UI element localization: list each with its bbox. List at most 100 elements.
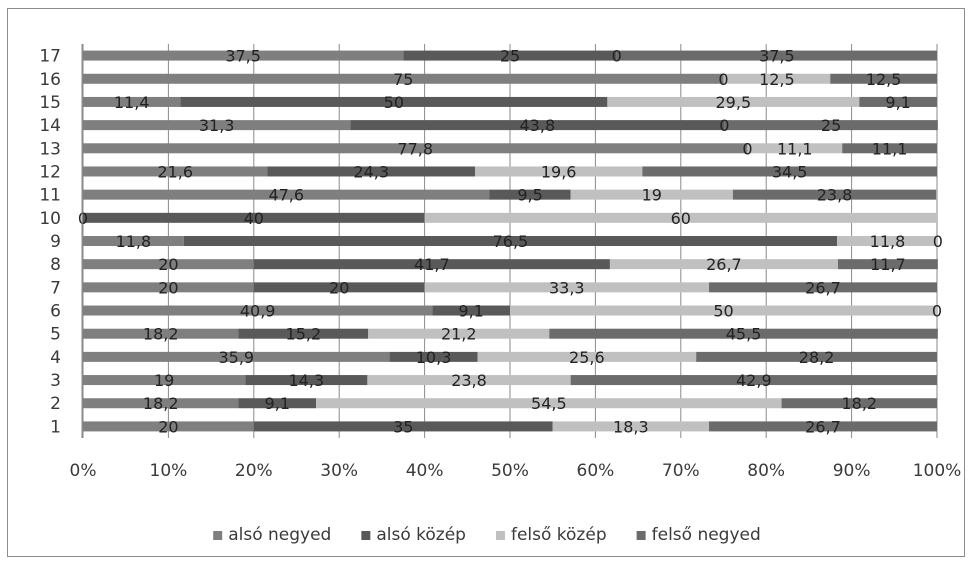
x-tick-label: 40%	[406, 461, 444, 481]
stacked-bar-chart: 20 35 18,3 26,718,2 9,1 54,5 18,219 14,3 23,8 42,…	[39, 44, 962, 545]
data-label: 0	[933, 232, 943, 251]
data-label: 23,8	[451, 371, 487, 390]
data-label: 11,8	[870, 232, 906, 251]
data-label: 0	[612, 47, 622, 66]
data-label: 20	[158, 417, 178, 436]
data-label: 18,2	[143, 325, 179, 344]
y-tick-label: 11	[39, 186, 61, 206]
bar-segment	[830, 73, 937, 84]
bar-segment	[83, 259, 254, 270]
data-label: 0	[719, 116, 729, 135]
y-tick-label: 17	[39, 47, 61, 67]
data-label: 20	[158, 278, 178, 297]
y-tick-label: 7	[50, 278, 61, 298]
data-label: 19	[642, 186, 662, 205]
data-label: 76,5	[493, 232, 529, 251]
data-label: 11,8	[116, 232, 152, 251]
legend: alsó negyed alsó közép felső közép felső ne…	[213, 525, 761, 545]
data-label: 35	[393, 417, 413, 436]
data-label: 15,2	[286, 325, 322, 344]
bar-segment	[83, 212, 425, 223]
data-label: 29,5	[716, 93, 752, 112]
bar-segment	[253, 259, 610, 270]
bar-segment	[570, 189, 733, 200]
legend-swatch	[495, 531, 505, 540]
bar-segment	[732, 189, 937, 200]
data-label: 0	[78, 209, 88, 228]
legend-label: felső közép	[511, 525, 607, 545]
bar-segment	[83, 96, 181, 107]
data-label: 37,5	[759, 47, 795, 66]
bar-segment	[368, 328, 550, 339]
bar-segment	[724, 120, 938, 131]
data-label: 25,6	[569, 348, 605, 367]
data-label: 47,6	[268, 186, 304, 205]
y-tick-label: 9	[50, 232, 61, 252]
data-label: 77,8	[397, 139, 433, 158]
data-label: 20	[158, 255, 178, 274]
legend-swatch	[213, 531, 223, 540]
legend-swatch	[361, 531, 371, 540]
data-label: 75	[393, 70, 413, 89]
data-label: 26,7	[805, 278, 841, 297]
bar-segment	[83, 398, 239, 409]
legend-label: alsó negyed	[228, 525, 331, 545]
bar-segment	[389, 351, 478, 362]
data-label: 18,2	[841, 394, 877, 413]
bar-segment	[83, 328, 239, 339]
data-label: 54,5	[531, 394, 567, 413]
bar-segment	[83, 189, 490, 200]
bar-segment	[316, 398, 782, 409]
data-label: 9,1	[458, 302, 483, 321]
bar-segment	[837, 259, 938, 270]
y-tick-label: 15	[39, 93, 61, 113]
chart-frame: 20 35 18,3 26,7 18,2 9,1 54,5 18,2 19 14,3 23,8 42,…	[7, 8, 965, 557]
legend-label: felső negyed	[652, 525, 761, 545]
bar-segment	[245, 375, 368, 386]
bar-segment	[477, 351, 697, 362]
bar-segment	[267, 166, 475, 177]
bars	[83, 50, 938, 432]
x-tick-label: 50%	[491, 461, 529, 481]
bar-segment	[708, 421, 937, 432]
y-tick-label: 2	[50, 394, 61, 414]
data-label: 14,3	[289, 371, 325, 390]
data-label: 60	[671, 209, 691, 228]
bar-segment	[180, 96, 608, 107]
data-label: 43,8	[520, 116, 556, 135]
bar-segment	[432, 305, 510, 316]
bar-segment	[183, 236, 838, 246]
y-tick-label: 4	[50, 348, 61, 368]
legend-swatch	[636, 531, 646, 540]
data-label: 0	[742, 139, 752, 158]
data-label: 10,3	[416, 348, 452, 367]
data-label: 35,9	[218, 348, 254, 367]
bar-segment	[403, 50, 617, 61]
bar-segment	[424, 282, 709, 293]
legend-label: alsó közép	[376, 525, 466, 545]
data-label: 42,9	[736, 371, 772, 390]
bar-segment	[83, 375, 246, 386]
data-label: 26,7	[805, 417, 841, 436]
data-label: 28,2	[799, 348, 835, 367]
data-label: 19,6	[541, 162, 577, 181]
x-tick-label: 30%	[320, 461, 358, 481]
data-label: 41,7	[414, 255, 450, 274]
bar-segment	[474, 166, 643, 177]
bar-segment	[696, 351, 937, 362]
y-tick-label: 8	[50, 255, 61, 275]
data-label: 11,1	[872, 139, 908, 158]
bar-segment	[83, 120, 351, 131]
data-label: 12,5	[866, 70, 902, 89]
bar-segment	[489, 189, 571, 200]
x-axis: 0% 10% 20% 30% 40% 50% 60% 70% 80% 90% 100%	[70, 461, 962, 481]
data-label: 9,5	[517, 186, 542, 205]
x-tick-label: 60%	[577, 461, 615, 481]
data-label: 20	[329, 278, 349, 297]
data-labels: 20 35 18,3 26,718,2 9,1 54,5 18,219 14,3 23,8 42,…	[78, 47, 943, 437]
bar-segment	[723, 73, 831, 84]
data-label: 26,7	[706, 255, 742, 274]
data-label: 0	[718, 70, 728, 89]
bar-segment	[350, 120, 725, 131]
